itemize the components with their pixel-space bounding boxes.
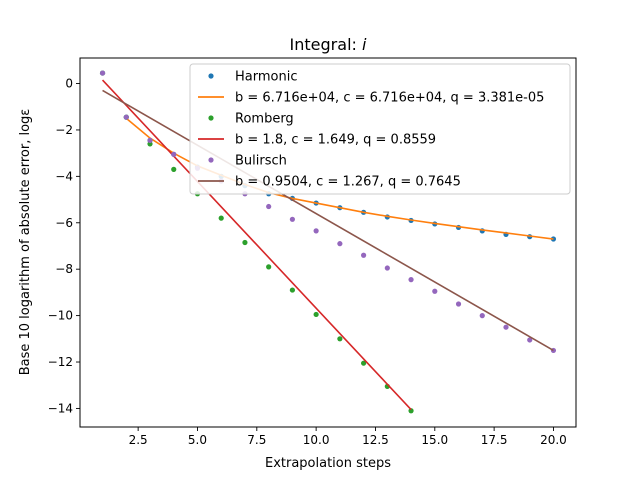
x-tick-label-2: 7.5 (247, 433, 266, 447)
data-point-2-3 (171, 166, 177, 172)
x-tick-label-1: 5.0 (188, 433, 207, 447)
x-tick-label-6: 17.5 (481, 433, 508, 447)
y-tick-label-4: −8 (55, 262, 73, 276)
y-tick-label-0: 0 (65, 77, 73, 91)
y-tick-label-1: −2 (55, 123, 73, 137)
data-point-4-17 (503, 324, 509, 330)
data-point-4-14 (432, 288, 438, 294)
y-axis-label: Base 10 logarithm of absolute error, log… (18, 109, 33, 376)
data-point-2-7 (266, 264, 272, 270)
chart-title: Integral: i (290, 35, 367, 54)
x-tick-label-0: 2.5 (129, 433, 148, 447)
data-point-0-19 (550, 236, 557, 242)
data-point-4-16 (479, 313, 485, 319)
chart-title-variable: i (362, 35, 367, 54)
data-point-4-10 (337, 241, 343, 247)
data-point-4-2 (147, 137, 153, 143)
data-point-2-5 (218, 215, 224, 221)
x-tick-label-5: 15.0 (421, 433, 448, 447)
x-tick-label-7: 20.0 (540, 433, 567, 447)
y-tick-label-3: −6 (55, 216, 73, 230)
series-line-3 (101, 79, 412, 411)
x-axis-ticks: 2.5 5.0 7.5 10.0 12.5 15.0 17.5 20.0 (129, 427, 567, 447)
legend-label-1: b = 6.716e+04, c = 6.716e+04, q = 3.381e… (235, 91, 544, 106)
data-point-4-7 (266, 203, 272, 210)
y-axis-ticks: 0 −2 −4 −6 −8 −10 −12 −14 (48, 77, 80, 415)
legend-label-3: b = 1.8, c = 1.649, q = 0.8559 (235, 133, 436, 148)
legend-label-4: Bulirsch (235, 154, 287, 169)
legend: Harmonic b = 6.716e+04, c = 6.716e+04, q … (189, 63, 571, 195)
x-tick-label-4: 12.5 (362, 433, 389, 447)
data-point-2-13 (408, 408, 414, 414)
x-tick-label-3: 10.0 (303, 433, 330, 447)
data-point-4-3 (171, 151, 177, 157)
chart-title-prefix: Integral: (290, 35, 362, 54)
data-point-4-18 (527, 337, 533, 343)
legend-swatch-0 (208, 73, 214, 79)
data-point-4-8 (289, 216, 295, 222)
x-axis-label: Extrapolation steps (265, 456, 391, 471)
y-tick-label-7: −14 (48, 401, 73, 415)
data-point-2-9 (313, 311, 319, 318)
data-point-4-0 (99, 70, 106, 76)
data-point-2-8 (289, 287, 295, 293)
data-point-2-11 (361, 360, 367, 366)
legend-swatch-4 (208, 157, 214, 163)
legend-box (189, 63, 571, 195)
legend-label-2: Romberg (235, 112, 294, 127)
data-point-4-11 (361, 252, 367, 258)
data-point-4-12 (384, 265, 390, 271)
data-point-4-9 (313, 228, 319, 234)
data-point-4-13 (408, 277, 414, 283)
legend-label-0: Harmonic (235, 70, 297, 85)
data-point-2-6 (242, 239, 248, 246)
data-point-4-15 (455, 301, 462, 307)
data-point-2-10 (337, 336, 343, 342)
data-point-4-1 (123, 114, 129, 120)
y-tick-label-6: −12 (48, 355, 73, 369)
y-tick-label-2: −4 (55, 169, 73, 183)
y-tick-label-5: −10 (48, 309, 73, 323)
legend-swatch-2 (208, 115, 214, 121)
series-line-5 (102, 89, 554, 352)
plot-frame (79, 57, 577, 428)
legend-label-5: b = 0.9504, c = 1.267, q = 0.7645 (235, 175, 461, 190)
